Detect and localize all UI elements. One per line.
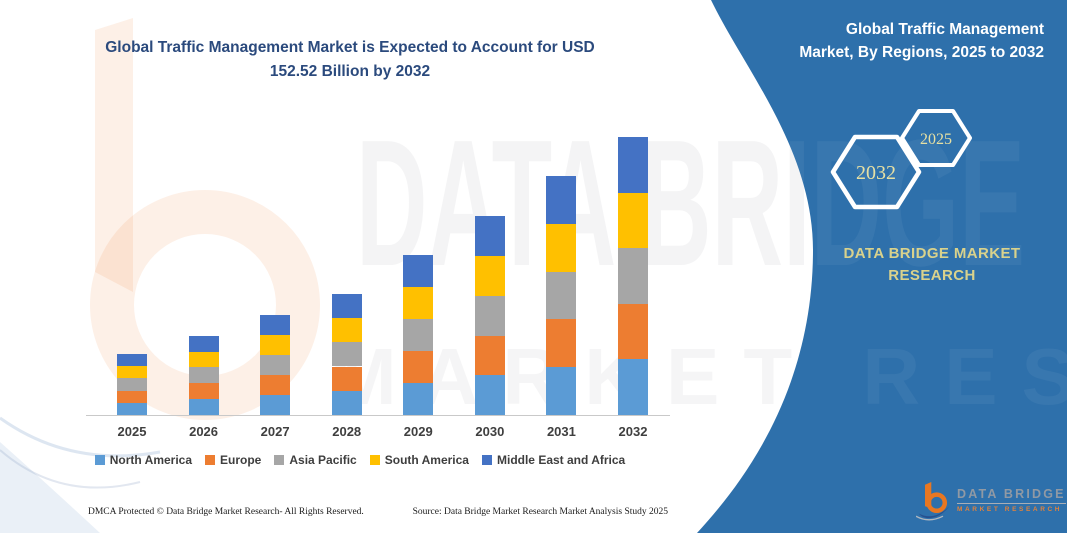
- brand-text: DATA BRIDGE MARKET RESEARCH: [800, 243, 1064, 287]
- bar-segment-middle-east-and-africa: [474, 216, 505, 257]
- legend-item-north-america: North America: [94, 453, 193, 467]
- x-axis-label: 2031: [546, 424, 576, 439]
- footer: DMCA Protected © Data Bridge Market Rese…: [88, 507, 668, 517]
- legend-item-middle-east-and-africa: Middle East and Africa: [481, 453, 626, 467]
- legend-swatch: [94, 455, 105, 465]
- chart-title-line1: Global Traffic Management Market is Expe…: [105, 39, 595, 56]
- bar-segment-asia-pacific: [117, 378, 147, 391]
- logo-wordmark: DATA BRIDGE: [957, 487, 1066, 501]
- source-note: Source: Data Bridge Market Research Mark…: [412, 507, 668, 517]
- bar-segment-south-america: [117, 366, 147, 379]
- panel-ghost-line2: MARKET RESEARCH: [772, 332, 1067, 421]
- panel-heading-line2: Market, By Regions, 2025 to 2032: [799, 44, 1044, 61]
- x-axis-label: 2027: [260, 424, 290, 439]
- hexagon-2032: 2032: [830, 134, 922, 210]
- legend-swatch: [205, 455, 216, 465]
- legend-label: Middle East and Africa: [496, 453, 626, 467]
- bar-segment-middle-east-and-africa: [331, 293, 362, 318]
- x-axis-line: [86, 415, 670, 416]
- bar-segment-asia-pacific: [474, 295, 505, 336]
- legend-label: North America: [109, 453, 193, 467]
- x-axis-label: 2026: [189, 424, 219, 439]
- bar-segment-middle-east-and-africa: [403, 254, 434, 287]
- bar-segment-europe: [117, 390, 147, 403]
- x-axis-label: 2028: [332, 424, 362, 439]
- dmca-notice: DMCA Protected © Data Bridge Market Rese…: [88, 507, 364, 517]
- panel-heading-line1: Global Traffic Management: [845, 21, 1044, 38]
- bar-segment-north-america: [403, 382, 434, 415]
- bar-segment-north-america: [617, 359, 648, 415]
- x-axis-label: 2030: [475, 424, 505, 439]
- x-axis-label: 2025: [117, 424, 147, 439]
- bar-segment-asia-pacific: [331, 342, 362, 367]
- legend-swatch: [369, 455, 380, 465]
- bar-segment-south-america: [403, 286, 434, 319]
- bar-segment-middle-east-and-africa: [117, 353, 147, 367]
- data-bridge-logo: DATA BRIDGE MARKET RESEARCH: [916, 476, 1066, 524]
- bar-segment-asia-pacific: [260, 354, 291, 375]
- brand-text-line1: DATA BRIDGE MARKET: [843, 245, 1021, 262]
- bar-segment-north-america: [260, 394, 291, 415]
- brand-text-line2: RESEARCH: [888, 267, 976, 284]
- bar-segment-south-america: [331, 318, 362, 343]
- logo-divider: [957, 503, 1066, 504]
- bar-segment-middle-east-and-africa: [188, 335, 219, 352]
- legend-item-south-america: South America: [369, 453, 469, 467]
- data-bridge-logo-icon: [916, 482, 950, 521]
- bar-segment-europe: [260, 374, 291, 395]
- x-axis-label: 2029: [403, 424, 433, 439]
- chart-title-line2: 152.52 Billion by 2032: [269, 63, 431, 80]
- watermark-text-line2: MARKET RESEARCH: [330, 332, 1067, 421]
- bar-segment-north-america: [188, 399, 219, 415]
- bar-segment-south-america: [474, 256, 505, 296]
- x-axis-label: 2032: [618, 424, 648, 439]
- chart-title: Global Traffic Management Market is Expe…: [70, 36, 630, 84]
- bar-segment-north-america: [546, 367, 577, 415]
- bar-segment-south-america: [188, 351, 219, 368]
- bar-segment-south-america: [260, 334, 291, 355]
- logo-wordmark-block: DATA BRIDGE MARKET RESEARCH: [957, 487, 1066, 513]
- bar-segment-middle-east-and-africa: [260, 314, 291, 335]
- bar-segment-europe: [188, 383, 219, 400]
- bar-segment-south-america: [617, 192, 648, 249]
- bar-segment-asia-pacific: [188, 367, 219, 384]
- legend-label: Asia Pacific: [289, 453, 357, 467]
- bar-segment-north-america: [474, 375, 505, 415]
- legend-item-europe: Europe: [205, 453, 261, 467]
- bar-segment-europe: [617, 303, 648, 360]
- bar-segment-asia-pacific: [617, 248, 648, 304]
- legend-swatch: [481, 455, 492, 465]
- bar-segment-middle-east-and-africa: [617, 137, 648, 193]
- bar-segment-north-america: [331, 390, 362, 415]
- svg-text:2032: 2032: [856, 162, 896, 184]
- legend-item-asia-pacific: Asia Pacific: [274, 453, 357, 467]
- bar-segment-middle-east-and-africa: [546, 176, 577, 224]
- panel-heading: Global Traffic Management Market, By Reg…: [714, 18, 1044, 64]
- legend-label: South America: [384, 453, 469, 467]
- hexagon-2025: 2025: [900, 109, 972, 167]
- bar-segment-south-america: [546, 223, 577, 272]
- bar-segment-europe: [403, 350, 434, 383]
- svg-text:2025: 2025: [920, 131, 952, 148]
- legend-swatch: [274, 455, 285, 465]
- logo-tagline: MARKET RESEARCH: [957, 506, 1063, 513]
- legend-label: Europe: [220, 453, 262, 467]
- bar-segment-north-america: [117, 402, 147, 415]
- bar-segment-asia-pacific: [403, 318, 434, 351]
- bar-segment-europe: [474, 335, 505, 376]
- bar-segment-europe: [331, 366, 362, 391]
- bar-segment-europe: [546, 319, 577, 368]
- year-hexagons: 2025 2032: [830, 109, 972, 210]
- chart-legend: North America Europe Asia Pacific South Ame…: [40, 453, 680, 467]
- bar-segment-asia-pacific: [546, 271, 577, 320]
